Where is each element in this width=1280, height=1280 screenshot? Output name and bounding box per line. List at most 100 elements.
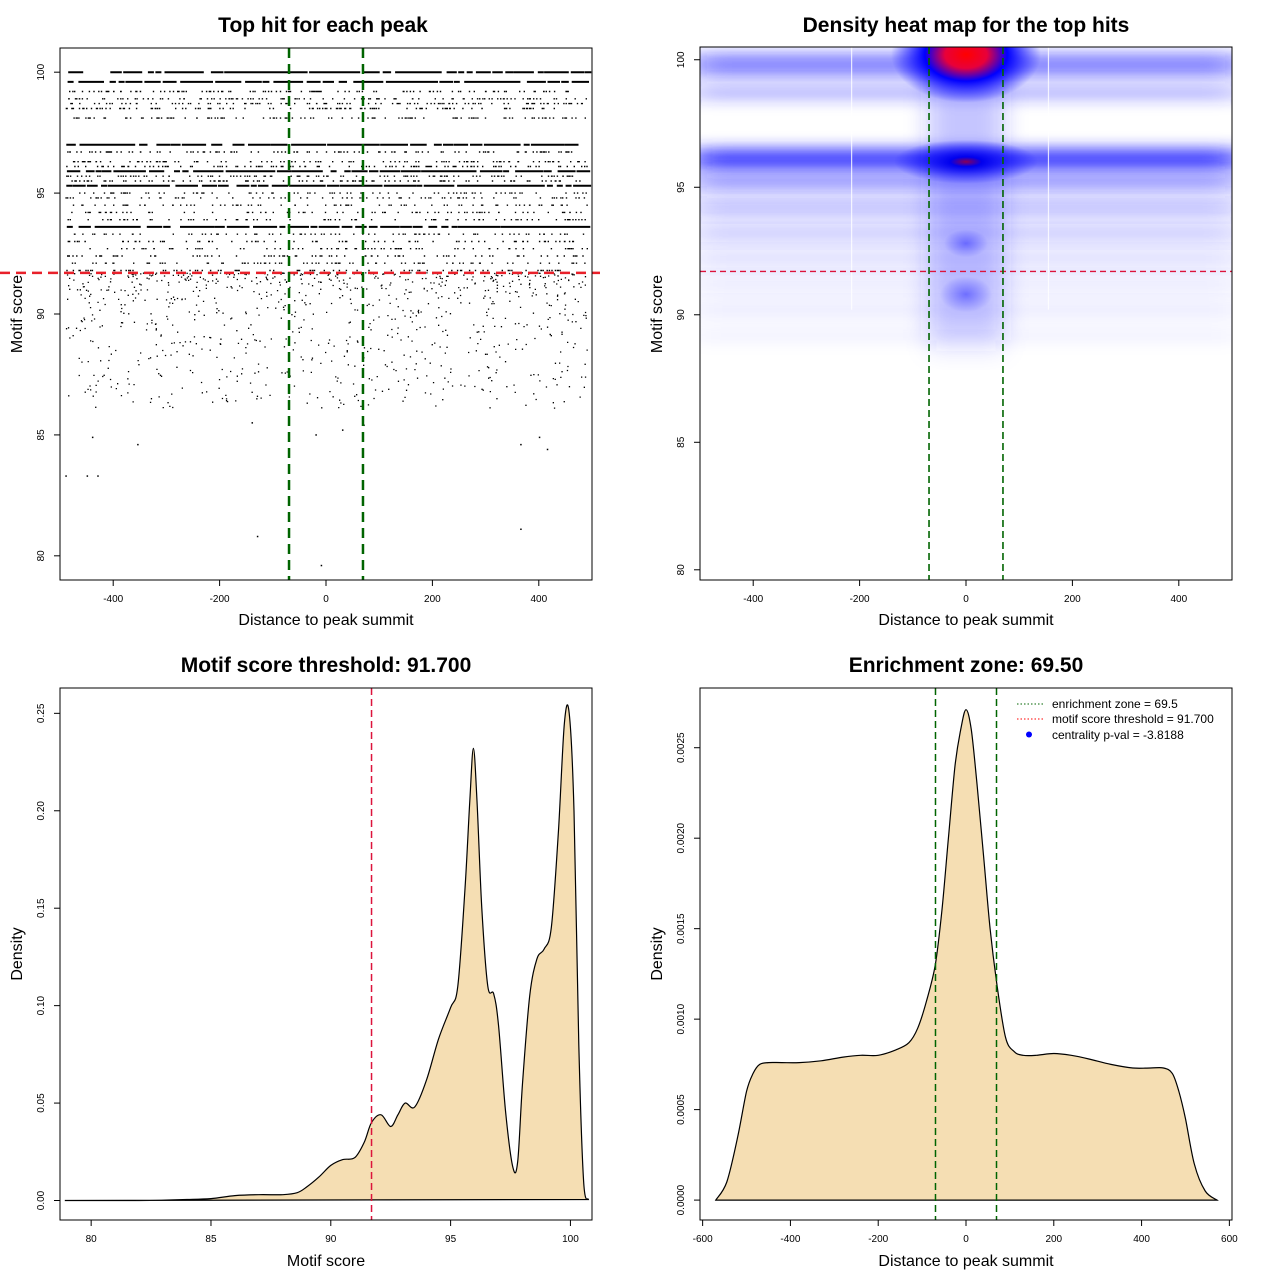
scatter-marks — [65, 71, 592, 567]
x-tick-label: 400 — [530, 594, 547, 605]
y-axis-label: Density — [649, 927, 666, 980]
data-point — [97, 475, 99, 477]
legend: enrichment zone = 69.5 motif score thres… — [1017, 697, 1214, 742]
data-point — [65, 475, 67, 477]
data-point — [546, 448, 549, 451]
data-point — [256, 535, 259, 538]
data-point — [520, 443, 522, 446]
y-tick-label: 0.0000 — [676, 1184, 687, 1215]
y-tick-label: 85 — [676, 436, 687, 448]
x-tick-label: -200 — [868, 1234, 888, 1245]
x-tick-label: 95 — [445, 1234, 457, 1245]
density-area — [64, 704, 590, 1202]
x-tick-label: 0 — [963, 594, 969, 605]
y-tick-label: 0.0010 — [676, 1003, 687, 1034]
y-tick-label: 0.00 — [36, 1190, 47, 1210]
data-point — [86, 475, 89, 477]
data-point — [315, 434, 317, 436]
y-tick-label: 0.15 — [36, 898, 47, 918]
density-curve — [64, 704, 590, 1202]
plot-frame — [59, 47, 593, 581]
data-point — [251, 422, 254, 424]
legend-label-threshold: motif score threshold = 91.700 — [1052, 712, 1214, 726]
density-curve — [714, 709, 1219, 1201]
chart-title: Top hit for each peak — [218, 14, 428, 37]
legend-label-enrichment: enrichment zone = 69.5 — [1052, 697, 1178, 711]
x-tick-label: -600 — [693, 1234, 713, 1245]
legend-label-centrality: centrality p-val = -3.8188 — [1052, 728, 1184, 742]
y-axis: 0.00 0.05 0.10 0.15 0.20 0.25 — [36, 703, 61, 1210]
y-tick-label: 0.0015 — [676, 913, 687, 944]
y-axis-label: Motif score — [649, 275, 666, 353]
panel-score-density: Motif score threshold: 91.700 80 85 90 95 10… — [9, 654, 593, 1270]
x-tick-label: 0 — [323, 594, 329, 605]
x-axis-label: Motif score — [287, 1253, 365, 1270]
y-tick-label: 95 — [36, 187, 47, 199]
reference-lines — [700, 47, 1232, 580]
y-axis-label: Motif score — [9, 275, 26, 353]
chart-title: Density heat map for the top hits — [803, 14, 1130, 37]
x-tick-label: 200 — [424, 594, 441, 605]
data-point — [520, 528, 522, 531]
density-blob — [940, 276, 992, 313]
x-tick-label: 400 — [1170, 594, 1187, 605]
y-tick-label: 0.20 — [36, 801, 47, 821]
y-tick-label: 85 — [36, 429, 47, 441]
x-tick-label: 600 — [1221, 1234, 1238, 1245]
y-tick-label: 0.0005 — [676, 1094, 687, 1125]
heatmap-cells — [700, 47, 1232, 344]
y-tick-label: 80 — [676, 564, 687, 576]
reference-lines — [934, 688, 998, 1220]
x-axis: -400 -200 0 200 400 — [103, 579, 548, 605]
y-tick-label: 90 — [36, 308, 47, 320]
density-hotspot — [894, 139, 1038, 184]
reference-lines — [0, 48, 600, 580]
y-tick-label: 0.0020 — [676, 822, 687, 853]
x-axis-label: Distance to peak summit — [878, 1253, 1054, 1270]
y-tick-label: 0.10 — [36, 995, 47, 1015]
panel-heatmap: Density heat map for the top hits -400 -2… — [649, 14, 1233, 629]
x-tick-label: -400 — [780, 1234, 800, 1245]
y-axis: 80 85 90 95 100 — [676, 51, 701, 576]
plot-frame — [59, 687, 593, 1221]
panel-scatter: Top hit for each peak -400 -200 0 200 400 80… — [0, 14, 600, 629]
x-tick-label: 0 — [963, 1234, 969, 1245]
data-point — [91, 436, 94, 439]
x-tick-label: 100 — [562, 1234, 579, 1245]
data-point — [137, 443, 139, 446]
x-tick-label: -400 — [103, 594, 123, 605]
x-tick-label: 90 — [325, 1234, 337, 1245]
x-tick-label: -200 — [210, 594, 230, 605]
legend-swatch-centrality — [1026, 731, 1032, 738]
y-tick-label: 0.05 — [36, 1093, 47, 1113]
panel-distance-density: Enrichment zone: 69.50 -600 -400 -200 0 200 4… — [649, 654, 1238, 1270]
y-tick-label: 0.25 — [36, 703, 47, 723]
x-axis: -600 -400 -200 0 200 400 600 — [693, 1219, 1238, 1245]
data-point — [320, 564, 323, 567]
y-tick-label: 80 — [36, 550, 47, 562]
y-tick-label: 100 — [36, 63, 47, 80]
y-tick-label: 95 — [676, 181, 687, 193]
y-tick-label: 90 — [676, 309, 687, 321]
x-tick-label: 85 — [205, 1234, 217, 1245]
data-point — [538, 436, 541, 439]
density-area — [714, 709, 1219, 1201]
x-axis-label: Distance to peak summit — [238, 612, 414, 629]
y-axis-label: Density — [9, 927, 26, 980]
x-axis: -400 -200 0 200 400 — [743, 579, 1188, 605]
x-axis-label: Distance to peak summit — [878, 612, 1054, 629]
y-axis: 80 85 90 95 100 — [36, 63, 61, 562]
y-tick-label: 100 — [676, 51, 687, 68]
x-tick-label: -200 — [850, 594, 870, 605]
data-point — [341, 429, 344, 431]
y-tick-label: 0.0025 — [676, 732, 687, 763]
x-tick-label: 400 — [1133, 1234, 1150, 1245]
x-tick-label: 200 — [1064, 594, 1081, 605]
x-tick-label: 80 — [86, 1234, 98, 1245]
x-tick-label: -400 — [743, 594, 763, 605]
x-axis: 80 85 90 95 100 — [86, 1219, 579, 1245]
x-tick-label: 200 — [1045, 1234, 1062, 1245]
chart-title: Motif score threshold: 91.700 — [181, 654, 472, 677]
y-axis: 0.0000 0.0005 0.0010 0.0015 0.0020 0.0025 — [676, 732, 701, 1215]
